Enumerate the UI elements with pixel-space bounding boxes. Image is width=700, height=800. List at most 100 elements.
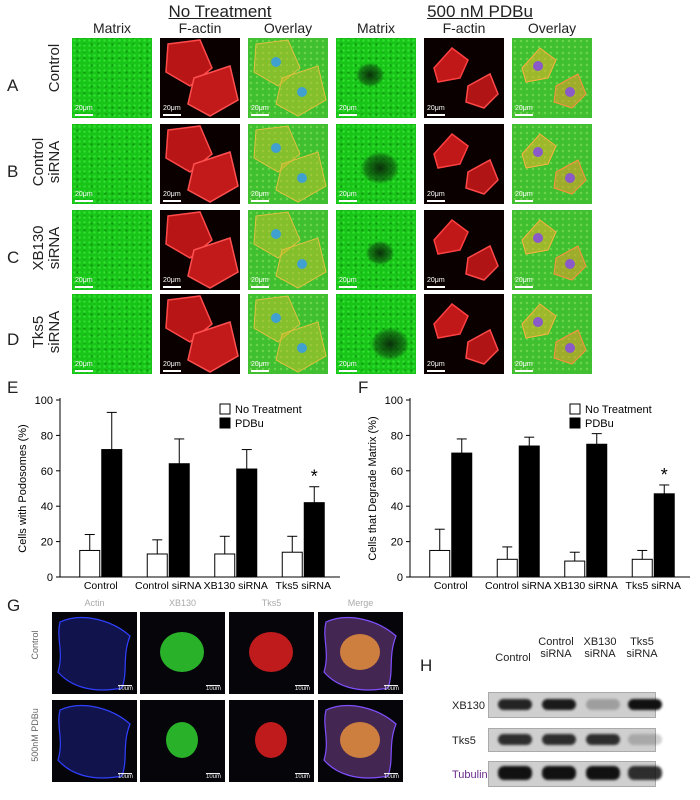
col-title-overlay-2: Overlay bbox=[527, 20, 577, 36]
y-tick-label: 40 bbox=[391, 501, 403, 513]
panel-letter-d: D bbox=[7, 330, 20, 349]
g-image-control-merge: 10um bbox=[318, 612, 403, 694]
micrograph-xb130-sirna-matrix-pdbu: 20μm bbox=[336, 210, 416, 290]
scale-bar: 20μm bbox=[251, 191, 269, 202]
micrograph-control-matrix-pdbu: 20μm bbox=[336, 38, 416, 118]
g-image-control-actin: 10um bbox=[52, 612, 137, 694]
micrograph-tks5-sirna-matrix: 20μm bbox=[72, 294, 152, 374]
degradation-spot bbox=[361, 152, 399, 184]
scale-bar: 20μm bbox=[75, 277, 93, 288]
g-scale-bar: 10um bbox=[205, 772, 221, 780]
g-image-pdbu-merge: 10um bbox=[318, 700, 403, 782]
group-header-no-treatment: No Treatment bbox=[168, 2, 272, 21]
g-image-pdbu-tks5: 10um bbox=[229, 700, 314, 782]
panel-letter-e: E bbox=[7, 378, 19, 397]
x-tick-label: Tks5 siRNA bbox=[276, 580, 331, 590]
row-label-control-sirna: Control siRNA bbox=[30, 137, 63, 187]
band bbox=[628, 734, 662, 745]
col-title-matrix-1: Matrix bbox=[92, 20, 132, 36]
bar-pdbu bbox=[586, 443, 608, 578]
g-scale-bar: 10um bbox=[383, 772, 399, 780]
scale-bar: 20μm bbox=[163, 191, 181, 202]
row-label-control: Control bbox=[46, 43, 63, 93]
micrograph-control-factin-pdbu: 20μm bbox=[424, 38, 504, 118]
h-blot-label-tks5: Tks5 bbox=[452, 735, 476, 747]
scale-bar: 20μm bbox=[339, 361, 357, 372]
y-tick-label: 60 bbox=[41, 466, 53, 478]
row-label-xb130-sirna: XB130 siRNA bbox=[30, 225, 63, 271]
legend-label: No Treatment bbox=[235, 404, 302, 416]
bar-no-treatment bbox=[631, 558, 653, 578]
micrograph-xb130-sirna-factin: 20μm bbox=[160, 210, 240, 290]
y-tick-label: 100 bbox=[35, 395, 53, 407]
scale-bar: 20μm bbox=[163, 361, 181, 372]
x-tick-label: Control siRNA bbox=[485, 580, 552, 590]
bar-no-treatment bbox=[281, 551, 303, 578]
micrograph-tks5-sirna-factin: 20μm bbox=[160, 294, 240, 374]
g-scale-bar: 10um bbox=[383, 684, 399, 692]
scale-bar: 20μm bbox=[515, 105, 533, 116]
g-image-control-tks5: 10um bbox=[229, 612, 314, 694]
y-tick-label: 20 bbox=[41, 537, 53, 549]
legend-swatch bbox=[569, 403, 581, 415]
h-blot-label-xb130: XB130 bbox=[452, 700, 486, 712]
bar-pdbu bbox=[451, 452, 473, 578]
bar-pdbu bbox=[518, 445, 540, 578]
y-tick-label: 20 bbox=[391, 537, 403, 549]
scale-bar: 20μm bbox=[515, 277, 533, 288]
panel-letter-c: C bbox=[7, 248, 20, 267]
g-scale-bar: 10um bbox=[294, 684, 310, 692]
g-image-pdbu-xb130: 10um bbox=[140, 700, 225, 782]
g-scale-bar: 10um bbox=[205, 684, 221, 692]
scale-bar: 20μm bbox=[427, 191, 445, 202]
scale-bar: 20μm bbox=[163, 277, 181, 288]
scale-bar: 20μm bbox=[75, 105, 93, 116]
scale-bar: 20μm bbox=[75, 361, 93, 372]
band bbox=[542, 699, 576, 710]
x-tick-label: Control siRNA bbox=[135, 580, 202, 590]
micrograph-control-sirna-factin: 20μm bbox=[160, 124, 240, 204]
scale-bar: 20μm bbox=[339, 191, 357, 202]
y-axis-label: Cells with Podosomes (%) bbox=[17, 424, 29, 552]
panel-letter-h: H bbox=[420, 656, 433, 675]
col-title-factin-2: F-actin bbox=[442, 20, 486, 36]
micrograph-control-overlay: 20μm bbox=[248, 38, 328, 118]
h-lane-4: Tks5 siRNA bbox=[626, 636, 658, 660]
scale-bar: 20μm bbox=[251, 361, 269, 372]
scale-bar: 20μm bbox=[339, 277, 357, 288]
degradation-spot bbox=[366, 241, 394, 265]
g-scale-bar: 10um bbox=[117, 772, 133, 780]
g-scale-bar: 10um bbox=[294, 772, 310, 780]
scale-bar: 20μm bbox=[427, 361, 445, 372]
legend-swatch bbox=[569, 417, 581, 429]
micrograph-tks5-sirna-factin-pdbu: 20μm bbox=[424, 294, 504, 374]
h-lane-3: XB130 siRNA bbox=[583, 636, 617, 660]
bar-pdbu bbox=[653, 493, 675, 578]
col-title-overlay-1: Overlay bbox=[263, 20, 313, 36]
legend-label: PDBu bbox=[585, 418, 614, 430]
g-image-control-xb130: 10um bbox=[140, 612, 225, 694]
bar-pdbu bbox=[303, 502, 325, 578]
micrograph-tks5-sirna-matrix-pdbu: 20μm bbox=[336, 294, 416, 374]
bar-no-treatment bbox=[429, 549, 451, 578]
degradation-spot bbox=[356, 63, 384, 87]
y-axis-label: Cells that Degrade Matrix (%) bbox=[367, 416, 379, 560]
legend-label: No Treatment bbox=[585, 404, 652, 416]
micrograph-xb130-sirna-factin-pdbu: 20μm bbox=[424, 210, 504, 290]
group-header-pdbu: 500 nM PDBu bbox=[427, 2, 533, 21]
bar-no-treatment bbox=[146, 553, 168, 578]
y-tick-label: 100 bbox=[385, 395, 403, 407]
band bbox=[498, 734, 532, 745]
band bbox=[586, 699, 620, 710]
g-col-actin: Actin bbox=[84, 598, 105, 608]
chart-f: 0 20 40 60 80 100 Cells that Degrade Matrix (%… bbox=[367, 395, 690, 590]
bar-no-treatment bbox=[214, 553, 236, 578]
band bbox=[498, 766, 532, 780]
col-title-matrix-2: Matrix bbox=[356, 20, 396, 36]
significance-star: * bbox=[661, 465, 668, 485]
y-tick-label: 80 bbox=[391, 430, 403, 442]
micrograph-xb130-sirna-matrix: 20μm bbox=[72, 210, 152, 290]
scale-bar: 20μm bbox=[427, 277, 445, 288]
x-tick-label: Control bbox=[84, 580, 118, 590]
band bbox=[498, 699, 532, 710]
